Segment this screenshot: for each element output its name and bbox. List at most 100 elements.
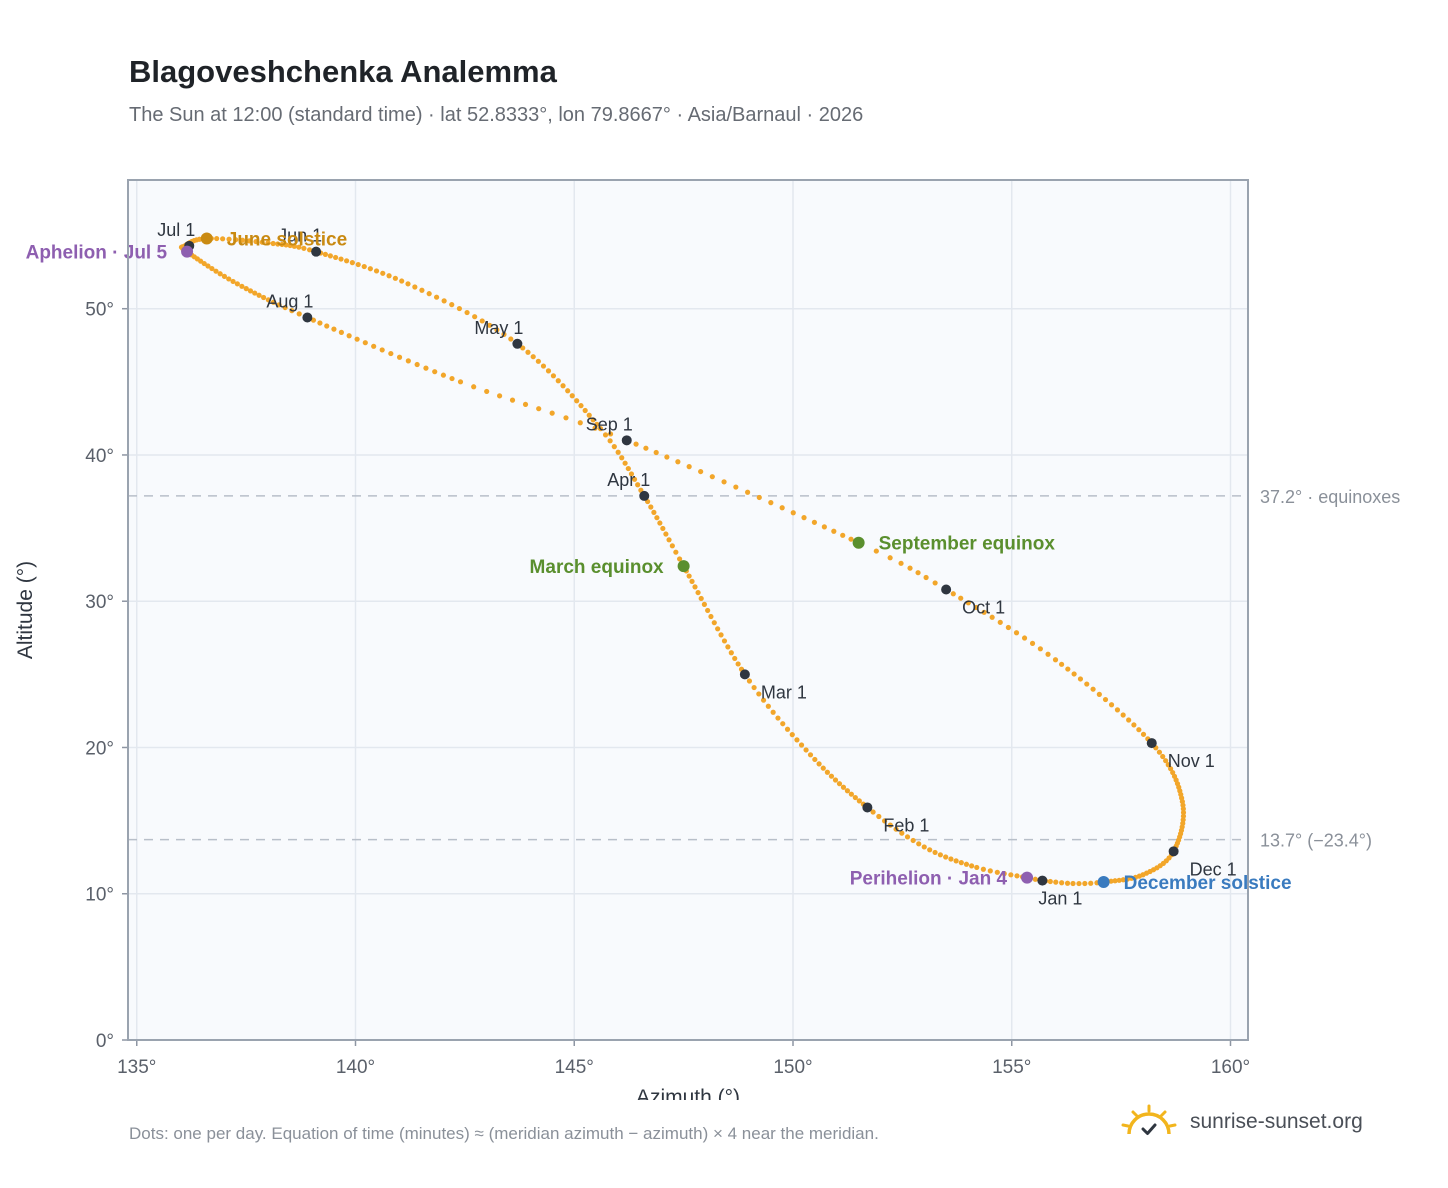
day-dot <box>666 537 672 543</box>
day-dot <box>870 809 876 815</box>
day-dot <box>440 372 447 378</box>
day-dot <box>651 509 657 515</box>
day-dot <box>1136 727 1142 733</box>
day-dot <box>607 438 613 444</box>
day-dot <box>201 260 207 267</box>
y-axis-label: Altitude (°) <box>14 561 37 659</box>
day-dot <box>852 794 858 801</box>
day-dot <box>876 813 882 820</box>
day-dot <box>1053 879 1059 885</box>
day-dot <box>643 445 649 451</box>
day-dot <box>586 412 592 418</box>
day-dot <box>396 354 403 360</box>
x-tick-label: 140° <box>336 1057 375 1078</box>
day-dot <box>1168 766 1174 772</box>
day-dot <box>597 426 604 432</box>
day-dot <box>399 278 405 284</box>
day-dot <box>433 294 440 300</box>
day-dot <box>615 449 621 455</box>
day-dot <box>260 294 267 301</box>
day-dot <box>296 244 302 250</box>
day-dot <box>1084 681 1090 687</box>
day-dot <box>246 238 252 244</box>
day-dot <box>555 378 561 384</box>
month-label: Oct 1 <box>962 598 1005 618</box>
day-dot <box>607 431 614 437</box>
day-dot <box>1064 880 1071 886</box>
day-dot <box>660 525 666 532</box>
day-dot <box>233 237 239 243</box>
day-dot <box>226 236 232 242</box>
day-dot <box>887 822 893 828</box>
day-dot <box>449 375 455 382</box>
month-marker <box>862 802 873 813</box>
day-dot <box>373 268 380 274</box>
day-dot <box>333 254 339 261</box>
month-label: Jan 1 <box>1038 889 1082 909</box>
analemma-chart: 37.2° · equinoxes 13.7° (−23.4°) Jan 1 Feb … <box>14 179 1400 1100</box>
day-dot <box>289 308 295 314</box>
day-dot <box>423 365 429 371</box>
day-dot <box>807 752 814 758</box>
day-dot <box>965 600 971 606</box>
day-dot <box>692 584 698 590</box>
month-marker <box>302 312 313 323</box>
day-dot <box>270 240 276 247</box>
day-dot <box>981 609 987 615</box>
day-dot <box>953 858 959 864</box>
day-dot <box>1029 640 1036 646</box>
day-dot <box>770 709 776 715</box>
day-dot <box>801 515 807 521</box>
day-dot <box>545 368 552 374</box>
day-dot <box>276 302 282 308</box>
day-dot <box>1090 686 1096 692</box>
brand[interactable]: sunrise-sunset.org <box>1120 1104 1363 1140</box>
day-dot <box>379 347 385 353</box>
day-dot <box>1112 878 1118 884</box>
day-dot <box>721 638 728 644</box>
day-dot <box>844 788 851 794</box>
day-dot <box>287 242 293 249</box>
day-dot <box>1008 872 1014 878</box>
day-dot <box>221 273 228 279</box>
month-label: Apr 1 <box>607 470 650 490</box>
day-dot <box>1126 717 1132 723</box>
day-dot <box>226 276 232 282</box>
day-dot <box>549 410 555 416</box>
day-dot <box>663 531 669 537</box>
day-dot <box>349 260 355 266</box>
day-dot <box>426 291 432 297</box>
day-dot <box>265 297 271 303</box>
day-dot <box>441 298 447 304</box>
day-dot <box>927 847 933 853</box>
month-marker <box>621 435 632 446</box>
day-dot <box>980 866 986 872</box>
day-dot <box>840 532 846 538</box>
day-dot <box>582 407 588 414</box>
day-dot <box>405 281 411 287</box>
day-dot <box>899 830 905 836</box>
day-dot <box>904 834 911 840</box>
day-dot <box>816 761 822 767</box>
day-dot <box>1128 875 1135 881</box>
day-dot <box>673 549 679 555</box>
day-dot <box>1065 666 1071 672</box>
day-dot <box>751 684 757 691</box>
day-dot <box>701 601 707 607</box>
month-marker <box>639 490 650 501</box>
day-dot <box>631 476 638 482</box>
day-dot <box>715 626 721 632</box>
day-dot <box>828 773 835 779</box>
day-dot <box>686 464 692 470</box>
day-dot <box>1005 624 1011 631</box>
day-dot <box>457 379 464 385</box>
day-dot <box>821 524 827 530</box>
day-dot <box>994 869 1000 875</box>
day-dot <box>362 340 368 346</box>
day-dot <box>1108 702 1115 708</box>
y-tick-label: 30° <box>85 592 114 613</box>
day-dot <box>252 290 258 296</box>
day-dot <box>1160 753 1166 760</box>
day-dot <box>619 455 625 461</box>
day-dot <box>698 595 704 602</box>
